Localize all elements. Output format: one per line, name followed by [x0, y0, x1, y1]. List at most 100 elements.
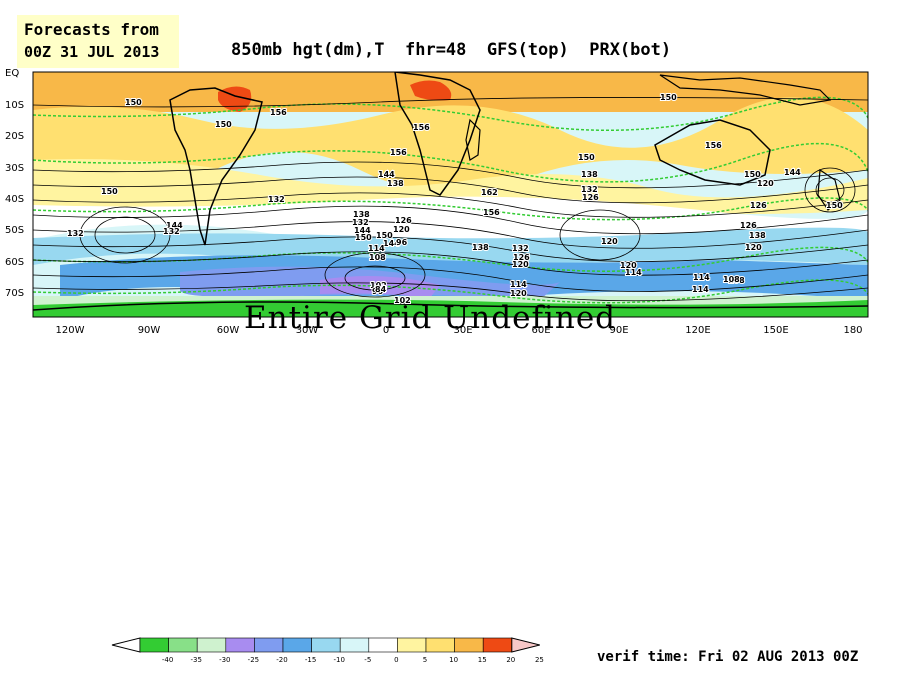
colorbar-cell	[397, 637, 427, 653]
colorbar-cell	[482, 637, 513, 653]
neutral-band	[33, 196, 868, 244]
isotherm-line	[33, 96, 868, 132]
longitude-labels: 120W 90W 60W 30W 0 30E 60E 90E 120E 150E…	[56, 325, 863, 336]
cool-band	[33, 227, 868, 269]
isotherm-line	[33, 142, 868, 183]
mid-warm-band	[33, 97, 868, 200]
colorbar-labels: -40 -35 -30 -25 -20 -15 -10 -5 0 5 10 15 20 25	[162, 656, 544, 664]
height-contour-closed	[344, 265, 406, 291]
colorbar-label: 15	[478, 656, 487, 664]
contour-label: 156	[390, 148, 407, 157]
grid-undefined-message: Entire Grid Undefined	[244, 300, 617, 336]
australia-outline	[654, 119, 771, 186]
madagascar-outline	[465, 118, 481, 161]
contour-label: 138	[749, 231, 766, 240]
colorbar-cell	[425, 637, 455, 653]
height-contour-closed	[804, 167, 856, 213]
height-contour	[33, 176, 868, 204]
antarctic-coast-band	[33, 299, 868, 317]
lat-label: EQ	[5, 68, 19, 79]
lat-label: 20S	[5, 131, 24, 142]
contour-label: 150	[125, 98, 142, 107]
height-contour	[33, 236, 868, 262]
contour-label: 138	[581, 170, 598, 179]
contour-label: 114	[693, 273, 710, 282]
lat-label: 70S	[5, 288, 24, 299]
lon-label: 90W	[138, 325, 161, 336]
colorbar-label: 25	[535, 656, 544, 664]
contour-label: 120	[757, 179, 774, 188]
lon-label: 180	[843, 325, 862, 336]
height-contour	[33, 251, 868, 276]
height-contour	[33, 97, 868, 108]
contour-label: 144	[383, 239, 400, 248]
contour-label: 138	[472, 243, 489, 252]
lon-label: 120E	[685, 325, 710, 336]
contour-label: 156	[483, 208, 500, 217]
lon-label: 30W	[296, 325, 319, 336]
contour-label: 132	[268, 195, 285, 204]
contour-label: 138	[353, 210, 370, 219]
lon-label: 90E	[609, 325, 628, 336]
contour-label: 120	[620, 261, 637, 270]
contour-label: 150	[376, 231, 393, 240]
contour-label: 114	[510, 280, 527, 289]
verification-time: verif time: Fri 02 AUG 2013 00Z	[597, 649, 859, 665]
colorbar-cells	[111, 637, 540, 653]
contour-label: 144	[354, 226, 371, 235]
colorbar-cell	[311, 637, 341, 653]
contour-label: 150	[826, 201, 843, 210]
contour-label: 120	[510, 289, 527, 298]
colorbar-label: -10	[333, 656, 344, 664]
colorbar-label: -30	[219, 656, 230, 664]
colorbar-label: -15	[305, 656, 316, 664]
south-america-outline	[169, 87, 263, 246]
contour-label: 144	[166, 221, 183, 230]
weather-map: 150 150 156 156 156 150 156 150 150 144 138 132 162 1…	[0, 60, 900, 340]
contour-label: 114	[625, 268, 642, 277]
contour-label: 114	[368, 244, 385, 253]
colorbar-cell	[282, 637, 312, 653]
contour-label: 132	[512, 244, 529, 253]
africa-outline	[394, 72, 481, 196]
height-contour-closed	[94, 216, 156, 254]
contour-label: 162	[481, 188, 498, 197]
indonesia-outline	[659, 74, 832, 106]
isotherm-line	[33, 197, 868, 221]
contour-label: 120	[601, 237, 618, 246]
colorbar-cell	[454, 637, 484, 653]
forecast-init-box: Forecasts from 00Z 31 JUL 2013	[17, 15, 179, 68]
colorbar-label: 20	[506, 656, 515, 664]
contour-label: 144	[378, 170, 395, 179]
contour-labels: 1501501561561561501561501501441381321621…	[66, 92, 844, 306]
contour-label: 90	[372, 287, 384, 296]
contour-label: 150	[578, 153, 595, 162]
colorbar-label: -35	[190, 656, 201, 664]
contour-label: 132	[581, 185, 598, 194]
contour-label: 114	[692, 285, 709, 294]
colorbar-svg: -40 -35 -30 -25 -20 -15 -10 -5 0 5 10 15 20 25	[111, 637, 544, 664]
contour-label: 156	[413, 123, 430, 132]
lat-label: 40S	[5, 194, 24, 205]
height-contour-closed	[324, 252, 426, 298]
coldest-band	[320, 276, 440, 298]
hotspot-africa	[410, 80, 452, 101]
colorbar-label: -25	[248, 656, 259, 664]
isotherm-line	[33, 246, 868, 272]
height-contour	[33, 205, 868, 235]
colorbar-label: -40	[162, 656, 173, 664]
contour-label: 126	[395, 216, 412, 225]
colorbar-min-arrow	[111, 637, 141, 653]
lon-label: 120W	[56, 325, 85, 336]
contour-label: 156	[270, 108, 287, 117]
contour-label: 150	[101, 187, 118, 196]
contour-label: 120	[393, 225, 410, 234]
height-contour-closed	[815, 177, 845, 203]
latitude-labels: EQ 10S 20S 30S 40S 50S 60S 70S	[5, 68, 24, 299]
colorbar-label: 10	[449, 656, 458, 664]
contour-label: 156	[705, 141, 722, 150]
contour-label: 96	[396, 238, 408, 247]
colorbar-cell	[168, 637, 198, 653]
contour-label: 126	[513, 253, 530, 262]
lat-label: 60S	[5, 257, 24, 268]
